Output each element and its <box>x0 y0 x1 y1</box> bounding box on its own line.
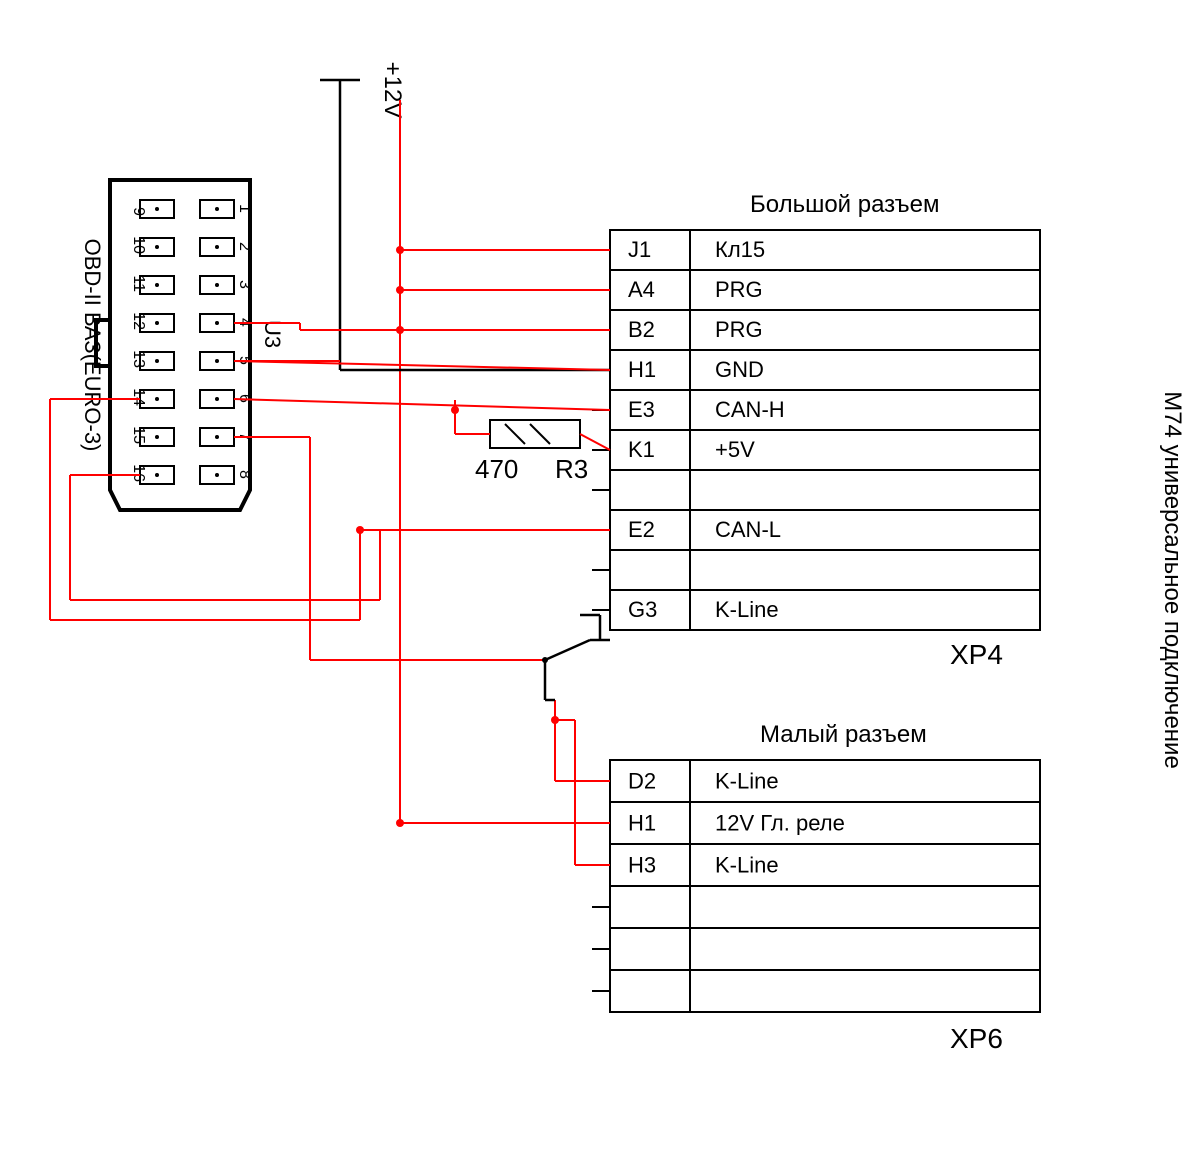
svg-text:K1: K1 <box>628 437 655 462</box>
svg-text:J1: J1 <box>628 237 651 262</box>
svg-text:A4: A4 <box>628 277 655 302</box>
svg-text:2: 2 <box>236 242 253 251</box>
resistor-value: 470 <box>475 454 518 484</box>
svg-text:GND: GND <box>715 357 764 382</box>
obd-label: OBD-II ВАЗ(EURO-3) <box>80 239 105 452</box>
svg-text:K-Line: K-Line <box>715 769 779 794</box>
svg-text:CAN-H: CAN-H <box>715 397 785 422</box>
wiring-diagram: М74 универсальное подключение +12V 1 9 2 10… <box>0 0 1200 1160</box>
svg-text:H3: H3 <box>628 853 656 878</box>
xp4-table: Большой разъем J1 Кл15 A4 PRG B2 PRG H1 GND E3 CAN… <box>592 191 1040 670</box>
svg-text:XP6: XP6 <box>950 1023 1003 1054</box>
svg-text:1: 1 <box>236 204 253 213</box>
svg-text:CAN-L: CAN-L <box>715 517 781 542</box>
svg-text:G3: G3 <box>628 597 657 622</box>
obd-u-label: U3 <box>260 320 285 348</box>
xp6-table: Малый разъем D2 K-Line H1 12V Гл. реле H3 K-Li… <box>592 721 1040 1054</box>
svg-text:8: 8 <box>236 470 253 479</box>
svg-text:11: 11 <box>130 275 147 292</box>
svg-text:D2: D2 <box>628 769 656 794</box>
svg-text:PRG: PRG <box>715 317 763 342</box>
switch-kline <box>542 615 610 663</box>
svg-text:Малый разъем: Малый разъем <box>760 721 927 748</box>
svg-text:9: 9 <box>130 207 147 216</box>
diagram-title: М74 универсальное подключение <box>1159 391 1186 769</box>
svg-text:H1: H1 <box>628 357 656 382</box>
svg-text:+5V: +5V <box>715 437 755 462</box>
resistor-ref: R3 <box>555 454 588 484</box>
svg-text:10: 10 <box>130 236 147 254</box>
svg-text:Кл15: Кл15 <box>715 237 765 262</box>
svg-text:H1: H1 <box>628 811 656 836</box>
resistor-r3: 470 R3 <box>475 420 588 484</box>
svg-text:K-Line: K-Line <box>715 597 779 622</box>
svg-text:16: 16 <box>130 464 147 482</box>
svg-text:E2: E2 <box>628 517 655 542</box>
obd-connector: 19210311412513614715816 OBD-II ВАЗ(EURO-… <box>80 180 285 510</box>
svg-text:14: 14 <box>130 388 147 406</box>
svg-text:15: 15 <box>130 426 147 444</box>
svg-text:XP4: XP4 <box>950 639 1003 670</box>
svg-text:12: 12 <box>130 312 147 330</box>
svg-text:3: 3 <box>236 280 253 289</box>
svg-text:Большой разъем: Большой разъем <box>750 191 940 218</box>
svg-text:PRG: PRG <box>715 277 763 302</box>
svg-text:13: 13 <box>130 350 147 368</box>
power-label: +12V <box>379 62 406 119</box>
svg-text:E3: E3 <box>628 397 655 422</box>
svg-text:B2: B2 <box>628 317 655 342</box>
svg-text:12V Гл. реле: 12V Гл. реле <box>715 811 845 836</box>
svg-text:K-Line: K-Line <box>715 853 779 878</box>
